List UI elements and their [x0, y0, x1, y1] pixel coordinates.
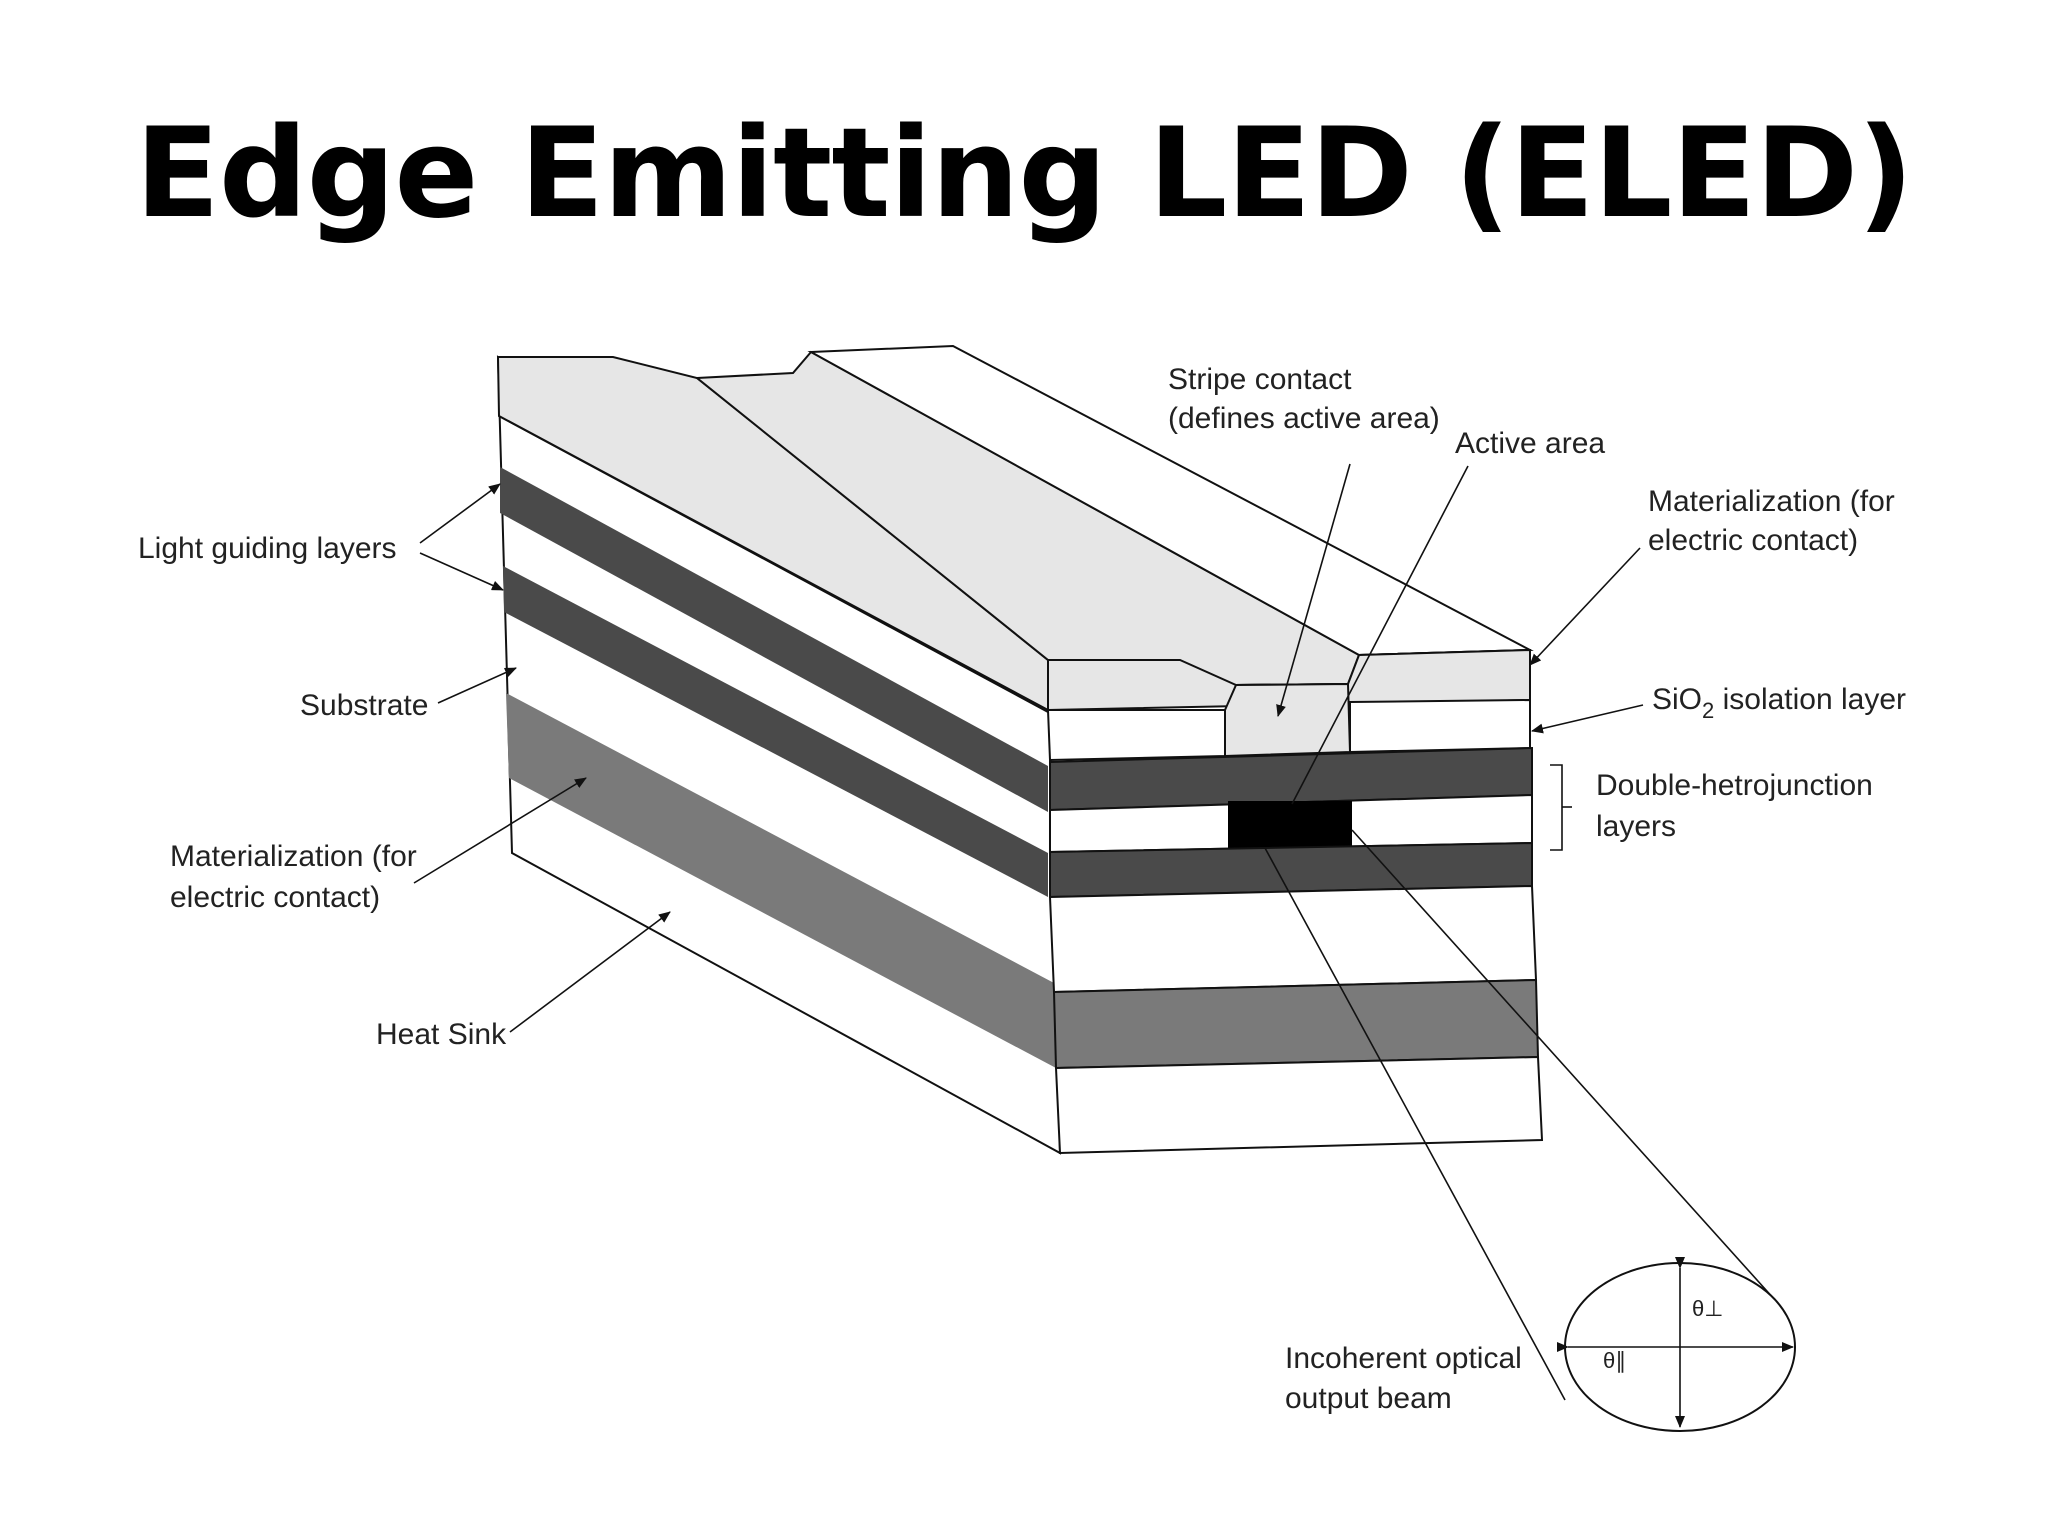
materialization-bottom-label-line1: Materialization (for	[170, 840, 417, 873]
stripe-contact-label-line1: Stripe contact	[1168, 363, 1352, 396]
front-sio2-left	[1046, 709, 1226, 762]
double-hetero-label-line1: Double-hetrojunction	[1596, 769, 1873, 802]
side-guide-layer-upper	[500, 467, 1048, 812]
front-bottom-metal	[1052, 978, 1540, 1070]
slide-title: Edge Emitting LED (ELED)	[135, 102, 1914, 246]
substrate-label: Substrate	[300, 689, 428, 722]
front-stripe-contact	[1224, 682, 1352, 758]
theta-par-label: θ∥	[1603, 1348, 1626, 1373]
materialization-top-label-line2: electric contact)	[1648, 524, 1858, 557]
heat-sink-label: Heat Sink	[376, 1018, 507, 1051]
double-hetero-label-line2: layers	[1596, 810, 1676, 843]
front-sio2-right	[1349, 698, 1531, 754]
front-substrate	[1048, 884, 1538, 994]
side-guide-layer-lower	[503, 566, 1048, 897]
stripe-contact-label-line2: (defines active area)	[1168, 402, 1440, 435]
light-guiding-label: Light guiding layers	[138, 532, 397, 565]
active-region	[1228, 801, 1352, 848]
sio2-isolation-label: SiO2 isolation layer	[1652, 683, 1906, 723]
active-area-label: Active area	[1455, 427, 1605, 460]
side-bottom-metal	[506, 693, 1056, 1068]
device-front-face	[1046, 648, 1544, 1155]
output-beam-label-line1: Incoherent optical	[1285, 1342, 1522, 1375]
materialization-top-label-line1: Materialization (for	[1648, 485, 1895, 518]
theta-perp-label: θ⊥	[1692, 1296, 1723, 1321]
labels: Stripe contact (defines active area) Act…	[138, 363, 1906, 1415]
device-side-face	[496, 355, 1062, 1155]
output-beam: θ⊥ θ∥	[1264, 829, 1796, 1432]
leader-lines	[413, 463, 1644, 1033]
front-top-metal	[1047, 648, 1531, 712]
output-beam-label-line2: output beam	[1285, 1382, 1452, 1415]
materialization-bottom-label-line2: electric contact)	[170, 881, 380, 914]
front-heat-sink	[1054, 1055, 1544, 1155]
